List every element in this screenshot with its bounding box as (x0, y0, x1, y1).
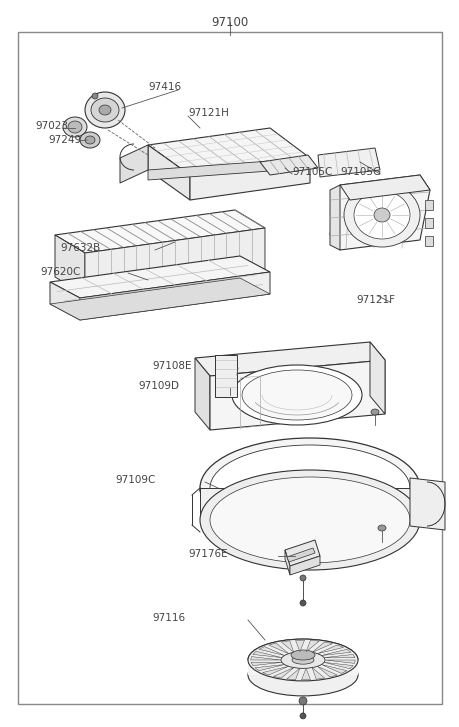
Text: 97121H: 97121H (188, 108, 229, 118)
Text: 97620C: 97620C (40, 267, 80, 277)
Ellipse shape (299, 713, 305, 719)
Polygon shape (286, 548, 314, 562)
Polygon shape (55, 210, 264, 253)
Polygon shape (258, 646, 284, 656)
Polygon shape (285, 550, 289, 575)
Ellipse shape (343, 183, 419, 247)
Ellipse shape (210, 477, 409, 563)
Polygon shape (301, 668, 310, 680)
Polygon shape (200, 488, 419, 520)
Ellipse shape (85, 136, 95, 144)
Polygon shape (195, 342, 384, 376)
Ellipse shape (373, 208, 389, 222)
Polygon shape (250, 656, 280, 660)
Polygon shape (339, 175, 429, 200)
Polygon shape (369, 342, 384, 414)
Bar (424, 200, 432, 210)
Polygon shape (148, 145, 190, 200)
Ellipse shape (200, 438, 419, 538)
Ellipse shape (291, 650, 314, 660)
Ellipse shape (299, 575, 305, 581)
Text: 97176E: 97176E (188, 549, 227, 559)
Text: 97249: 97249 (48, 135, 81, 145)
Ellipse shape (377, 525, 385, 531)
Polygon shape (289, 556, 319, 575)
Polygon shape (262, 667, 288, 675)
Polygon shape (50, 282, 80, 320)
Polygon shape (273, 667, 293, 678)
Polygon shape (148, 128, 309, 175)
Polygon shape (259, 155, 317, 175)
Ellipse shape (241, 370, 351, 420)
Ellipse shape (291, 656, 313, 664)
Ellipse shape (298, 697, 306, 705)
Polygon shape (120, 145, 148, 183)
Polygon shape (252, 651, 281, 658)
Polygon shape (329, 175, 429, 250)
Text: 97632B: 97632B (60, 243, 100, 253)
Polygon shape (85, 228, 264, 295)
Polygon shape (210, 360, 384, 430)
Ellipse shape (99, 105, 111, 115)
Ellipse shape (353, 191, 409, 239)
Polygon shape (251, 662, 281, 666)
Polygon shape (321, 649, 350, 656)
Polygon shape (148, 158, 309, 180)
Ellipse shape (231, 365, 361, 425)
Polygon shape (254, 664, 284, 671)
Text: 97116: 97116 (151, 613, 185, 623)
Polygon shape (321, 664, 346, 673)
Polygon shape (268, 643, 288, 654)
Ellipse shape (92, 93, 98, 99)
Bar (424, 236, 432, 246)
Text: 97109D: 97109D (138, 381, 179, 391)
Polygon shape (312, 667, 324, 679)
Polygon shape (317, 645, 343, 654)
Text: 97416: 97416 (148, 82, 181, 92)
Polygon shape (295, 640, 304, 651)
Polygon shape (190, 158, 309, 200)
Text: 97121F: 97121F (355, 295, 394, 305)
Polygon shape (286, 668, 299, 680)
Polygon shape (285, 540, 319, 566)
Polygon shape (312, 642, 332, 652)
Polygon shape (247, 660, 357, 675)
Ellipse shape (299, 600, 305, 606)
Ellipse shape (91, 98, 119, 122)
Polygon shape (195, 358, 210, 430)
Polygon shape (306, 640, 319, 651)
Text: 97105G: 97105G (339, 167, 381, 177)
Polygon shape (50, 278, 269, 320)
Ellipse shape (85, 92, 125, 128)
Bar (424, 218, 432, 228)
Bar (214, 355, 236, 397)
Ellipse shape (200, 470, 419, 570)
Ellipse shape (80, 132, 100, 148)
Polygon shape (317, 148, 379, 177)
Polygon shape (317, 667, 336, 677)
Ellipse shape (63, 117, 87, 137)
Text: 97109C: 97109C (115, 475, 155, 485)
Polygon shape (329, 185, 339, 250)
Polygon shape (324, 654, 354, 658)
Ellipse shape (370, 409, 378, 415)
Ellipse shape (280, 651, 325, 668)
Polygon shape (50, 256, 269, 298)
Ellipse shape (247, 654, 357, 696)
Ellipse shape (68, 121, 82, 133)
Text: 97100: 97100 (211, 15, 248, 28)
Polygon shape (55, 235, 85, 295)
Text: 97105C: 97105C (291, 167, 332, 177)
Ellipse shape (247, 639, 357, 681)
Polygon shape (80, 272, 269, 320)
Polygon shape (325, 660, 354, 663)
Text: 97108E: 97108E (151, 361, 191, 371)
Polygon shape (409, 478, 444, 530)
Polygon shape (324, 662, 353, 669)
Polygon shape (281, 640, 293, 652)
Ellipse shape (210, 445, 409, 531)
Text: 97023: 97023 (35, 121, 68, 131)
